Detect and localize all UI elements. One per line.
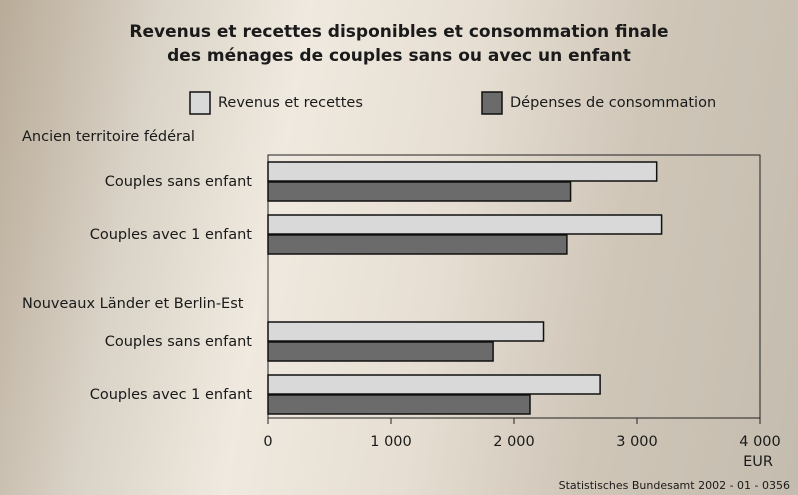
y-tick-label: Couples avec 1 enfant xyxy=(90,227,253,243)
bar xyxy=(267,161,658,182)
group-label: Nouveaux Länder et Berlin-Est xyxy=(22,296,244,312)
chart-title: Revenus et recettes disponibles et conso… xyxy=(129,22,669,66)
bar xyxy=(267,374,601,395)
bar xyxy=(267,234,568,255)
x-tick-label: 4 000 xyxy=(739,434,781,450)
bar xyxy=(267,321,545,342)
x-tick-label: 1 000 xyxy=(370,434,412,450)
legend-swatch xyxy=(189,91,211,115)
bar xyxy=(267,394,531,415)
y-tick-label: Couples sans enfant xyxy=(105,334,253,350)
y-tick-label: Couples sans enfant xyxy=(105,174,253,190)
bar xyxy=(267,341,494,362)
legend-label: Revenus et recettes xyxy=(218,95,363,111)
x-axis-label: EUR xyxy=(743,454,773,470)
legend-label: Dépenses de consommation xyxy=(510,95,716,111)
source: Statistisches Bundesamt 2002 - 01 - 0356 xyxy=(559,479,790,492)
bar xyxy=(267,214,663,235)
y-tick-label: Couples avec 1 enfant xyxy=(90,387,253,403)
legend-swatch xyxy=(481,91,503,115)
group-label: Ancien territoire fédéral xyxy=(22,129,195,145)
bar xyxy=(267,181,572,202)
x-tick-label: 2 000 xyxy=(493,434,535,450)
x-tick-label: 3 000 xyxy=(616,434,658,450)
x-tick-label: 0 xyxy=(263,434,272,450)
